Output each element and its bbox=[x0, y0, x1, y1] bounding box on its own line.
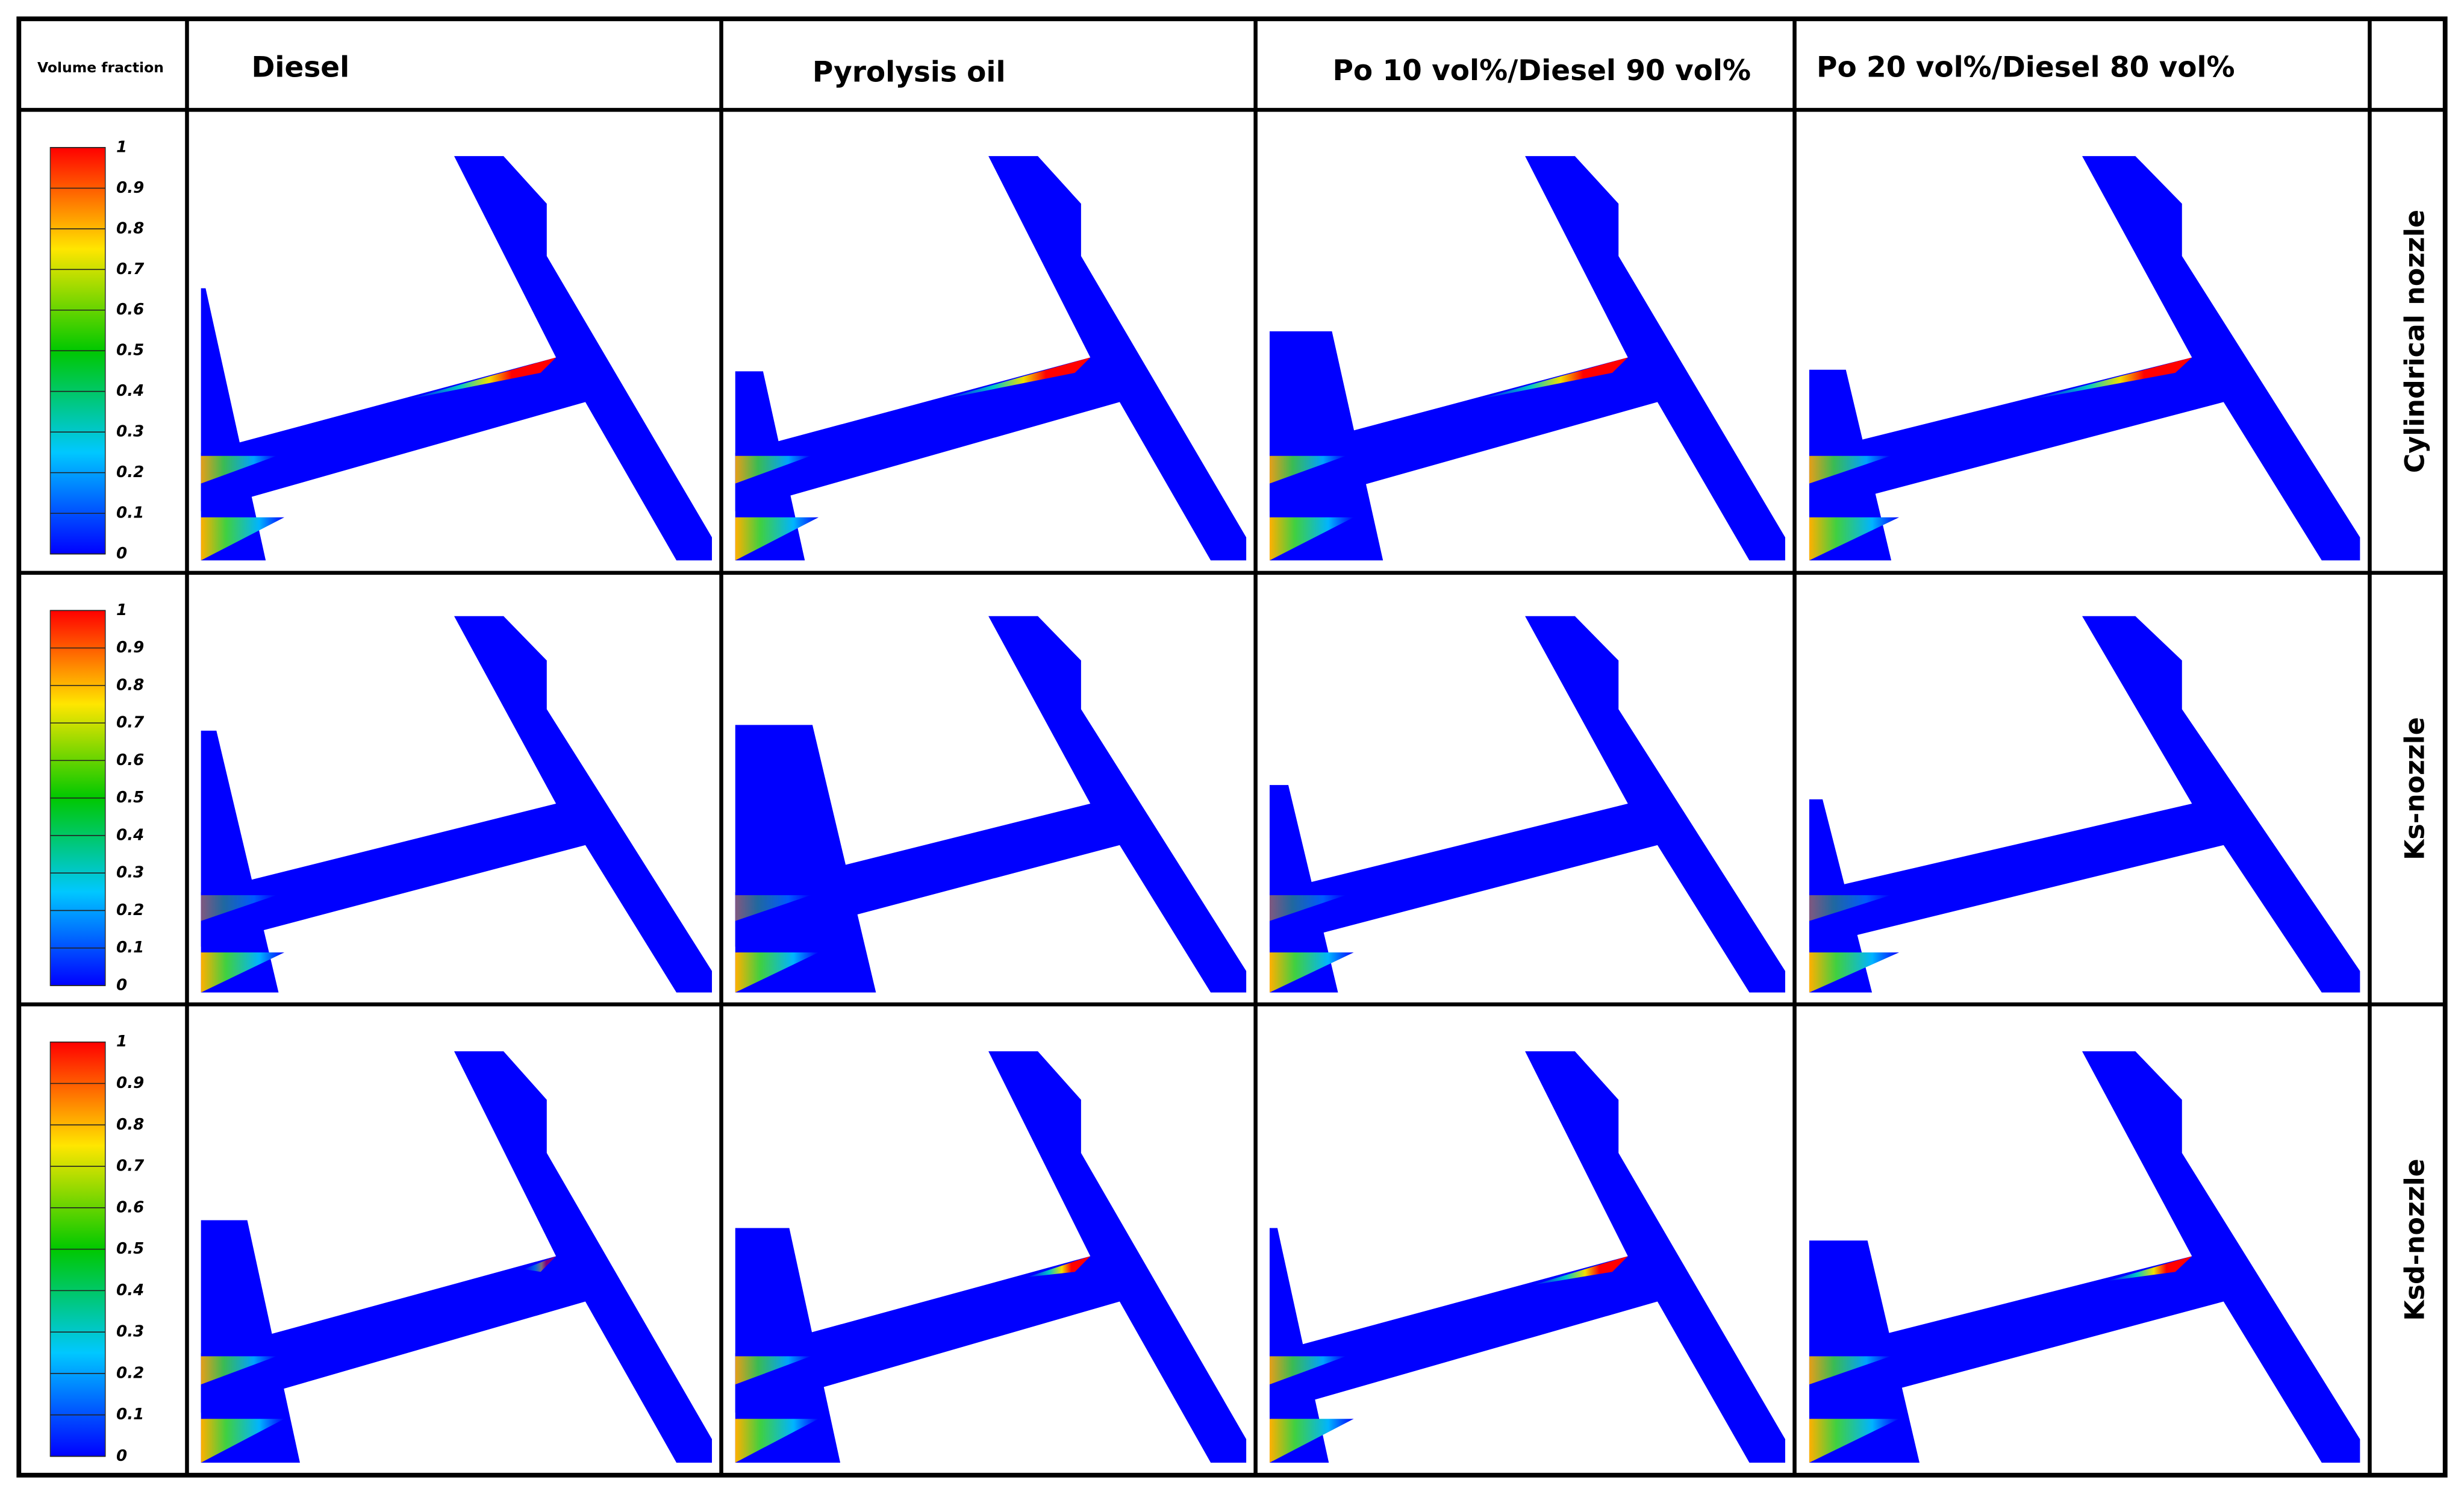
upper-jet bbox=[1809, 455, 1891, 484]
simulation-image bbox=[201, 156, 713, 561]
colorbar-tick-label: 1 bbox=[116, 601, 127, 619]
cavitation-streak bbox=[523, 1256, 557, 1272]
simulation-image bbox=[1269, 1051, 1785, 1463]
colorbar-tick-label: 0.7 bbox=[116, 714, 145, 732]
colorbar-tick-label: 0.6 bbox=[116, 301, 144, 319]
colorbar-tick-label: 0.6 bbox=[116, 1198, 144, 1216]
outer-border bbox=[16, 16, 2448, 1478]
column-header: Po 20 vol%/Diesel 80 vol% bbox=[1817, 51, 2235, 84]
nozzle-channel bbox=[735, 616, 1247, 993]
colorbar-tick-label: 0.8 bbox=[116, 676, 144, 694]
cavitation-streak bbox=[2107, 1256, 2192, 1281]
nozzle-channel bbox=[1809, 1051, 2360, 1463]
column-header: Po 10 vol%/Diesel 90 vol% bbox=[1332, 54, 1751, 87]
colorbar-tick-label: 0.5 bbox=[116, 1240, 144, 1258]
lower-jet bbox=[1809, 1419, 1900, 1463]
colorbar-tick-label: 0.1 bbox=[116, 1405, 144, 1424]
cavitation-streak bbox=[1027, 1256, 1091, 1277]
lower-jet bbox=[735, 1419, 819, 1463]
column-header: Diesel bbox=[251, 51, 349, 84]
colorbar-tick-label: 0.2 bbox=[116, 463, 144, 481]
row-label: Ks-nozzle bbox=[2400, 717, 2431, 860]
colorbar-tick-label: 0 bbox=[116, 545, 127, 563]
lower-jet bbox=[1809, 952, 1900, 993]
chamber-wedge bbox=[735, 725, 876, 993]
colorbar-tick-label: 0.2 bbox=[116, 1364, 144, 1382]
chamber-wedge bbox=[1269, 331, 1383, 561]
colorbar-tick-label: 0.4 bbox=[116, 826, 144, 844]
colorbar-tick-label: 0.2 bbox=[116, 901, 144, 919]
simulation-image bbox=[1809, 616, 2360, 993]
chamber-wedge bbox=[201, 730, 279, 993]
upper-jet bbox=[201, 455, 277, 484]
nozzle-channel bbox=[201, 616, 713, 993]
row-label: Cylindrical nozzle bbox=[2400, 210, 2431, 473]
colorbar-tick-label: 0.5 bbox=[116, 789, 144, 807]
colorbar-tick-label: 0.9 bbox=[116, 179, 144, 197]
nozzle-channel bbox=[1269, 616, 1785, 993]
colorbar-tick-label: 0.1 bbox=[116, 504, 144, 522]
chamber-wedge bbox=[1809, 1240, 1920, 1463]
chamber-wedge bbox=[201, 1220, 300, 1463]
simulation-image bbox=[1809, 1051, 2360, 1463]
simulation-image bbox=[201, 1051, 713, 1463]
colorbar-tick-label: 0.3 bbox=[116, 864, 144, 882]
simulation-image bbox=[201, 616, 713, 993]
chamber-wedge bbox=[1269, 1228, 1329, 1463]
simulation-image bbox=[735, 1051, 1247, 1463]
simulation-image bbox=[1269, 156, 1785, 561]
nozzle-channel bbox=[1269, 1051, 1785, 1463]
colorbar-tick-label: 0.6 bbox=[116, 751, 144, 769]
colorbar-tick-label: 0.1 bbox=[116, 939, 144, 957]
nozzle-channel bbox=[1269, 156, 1785, 561]
cavitation-streak bbox=[1533, 1256, 1628, 1286]
nozzle-channel bbox=[201, 1051, 713, 1463]
upper-jet bbox=[1269, 455, 1346, 484]
simulation-image bbox=[1809, 156, 2360, 561]
colorbar-tick-label: 0 bbox=[116, 976, 127, 994]
colorbar-tick-label: 0.8 bbox=[116, 219, 144, 237]
colorbar-tick-label: 0.7 bbox=[116, 260, 145, 278]
legend-title: Volume fraction bbox=[37, 59, 164, 76]
nozzle-channel bbox=[735, 156, 1247, 561]
colorbar-tick-label: 0.9 bbox=[116, 639, 144, 657]
chamber-wedge bbox=[735, 1228, 841, 1463]
lower-jet bbox=[201, 1419, 285, 1463]
colorbar-tick-label: 0.5 bbox=[116, 342, 144, 360]
nozzle-channel bbox=[201, 156, 713, 561]
colorbar-tick-label: 0.3 bbox=[116, 423, 144, 441]
nozzle-channel bbox=[1809, 156, 2360, 561]
colorbar-tick-label: 0.8 bbox=[116, 1116, 144, 1134]
lower-jet bbox=[1269, 1419, 1354, 1463]
simulation-image bbox=[735, 616, 1247, 993]
nozzle-channel bbox=[735, 1051, 1247, 1463]
chamber-wedge bbox=[1269, 785, 1338, 993]
grid-lines bbox=[19, 19, 2445, 1475]
colorbar-tick-label: 1 bbox=[116, 1033, 127, 1051]
colorbar-tick-label: 0 bbox=[116, 1447, 127, 1465]
colorbar-tick-label: 0.7 bbox=[116, 1157, 145, 1175]
column-header: Pyrolysis oil bbox=[812, 55, 1006, 89]
simulation-image bbox=[1269, 616, 1785, 993]
upper-jet bbox=[201, 895, 277, 921]
colorbar-tick-label: 0.3 bbox=[116, 1323, 144, 1341]
colorbar-tick-label: 0.4 bbox=[116, 382, 144, 400]
colorbar-tick-label: 1 bbox=[116, 138, 127, 156]
colorbar-tick-label: 0.9 bbox=[116, 1074, 144, 1092]
row-label: Ksd-nozzle bbox=[2400, 1158, 2431, 1321]
colorbar-tick-label: 0.4 bbox=[116, 1281, 144, 1299]
chamber-wedge bbox=[201, 288, 266, 561]
nozzle-channel bbox=[1809, 616, 2360, 993]
